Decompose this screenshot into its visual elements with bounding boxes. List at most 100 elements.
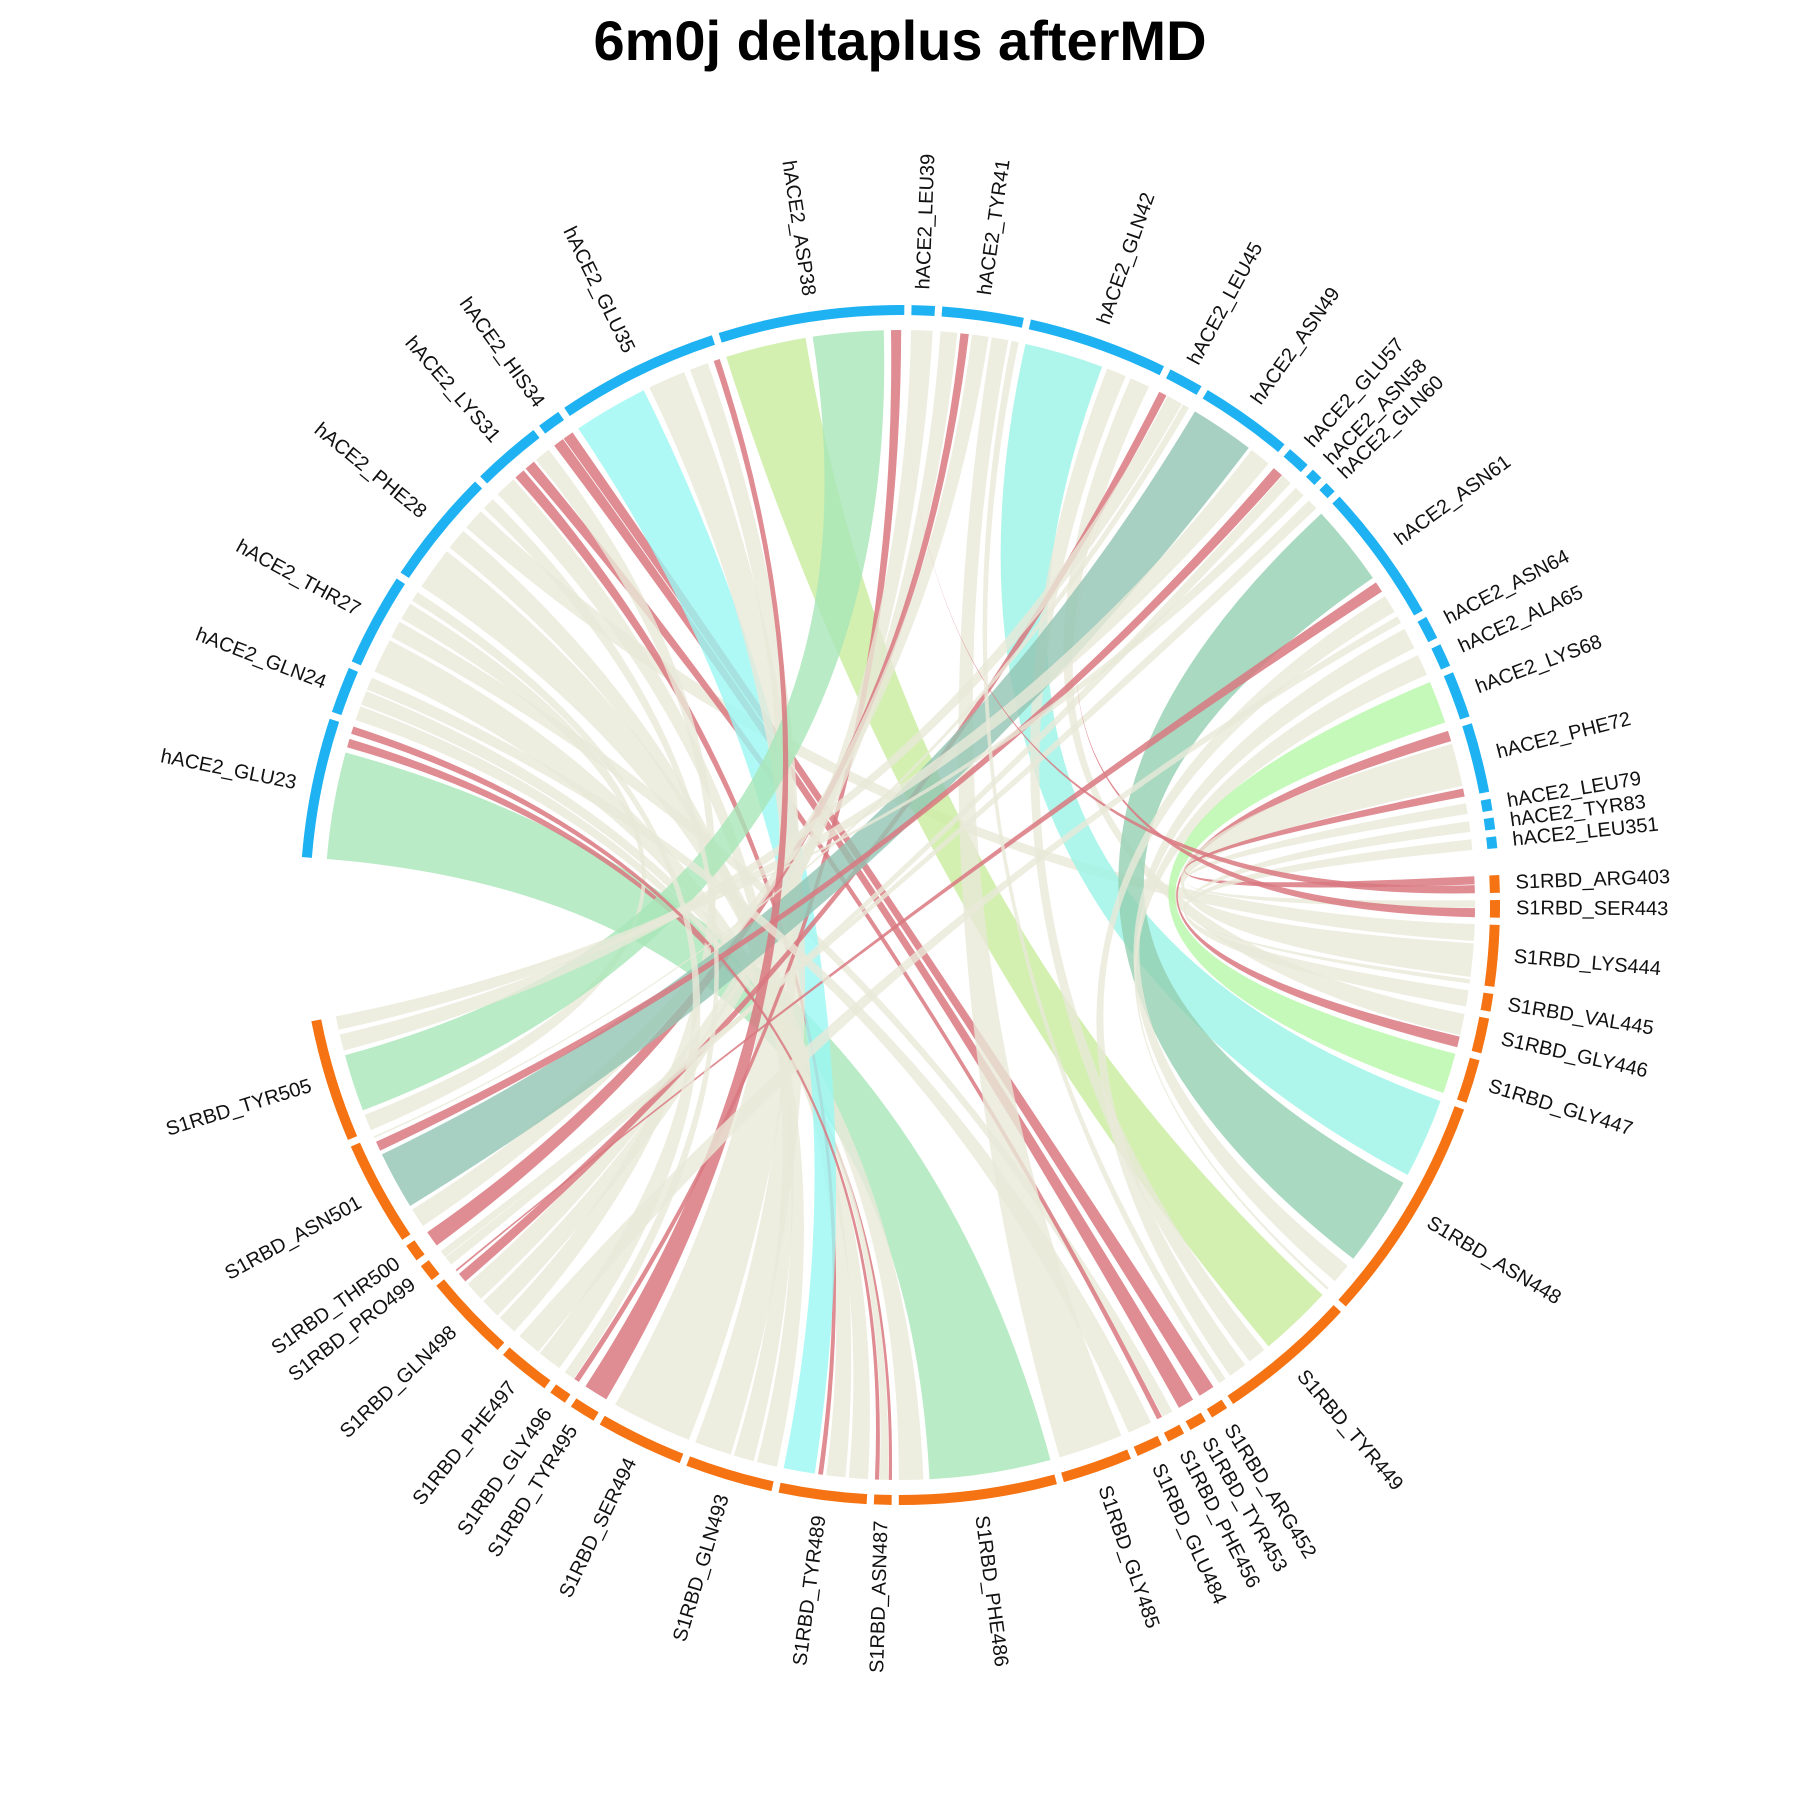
sector-S1RBD_VAL445 (1480, 992, 1494, 1012)
sector-hACE2_LEU39 (911, 305, 936, 317)
sector-label-hACE2_GLN42: hACE2_GLN42 (1093, 190, 1159, 327)
sector-label-S1RBD_GLY446: S1RBD_GLY446 (1499, 1028, 1650, 1082)
sector-S1RBD_GLN493 (686, 1456, 774, 1492)
sector-label-S1RBD_GLN493: S1RBD_GLN493 (669, 1492, 734, 1644)
sector-label-hACE2_TYR41: hACE2_TYR41 (974, 158, 1015, 296)
sector-label-S1RBD_TYR505: S1RBD_TYR505 (163, 1075, 314, 1141)
sector-S1RBD_ASN501 (350, 1142, 411, 1240)
link-hACE2_PHE72-S1RBD_LYS444 (1180, 743, 1474, 977)
link-hACE2_ASP38-S1RBD_TYR449 (726, 337, 1323, 1347)
link-hACE2_LYS31-S1RBD_GLN493 (497, 479, 794, 1462)
sector-hACE2_ALA65 (1431, 644, 1451, 670)
link-hACE2_ASP38-S1RBD_TYR505 (344, 330, 885, 1111)
sector-hACE2_PHE72 (1462, 723, 1490, 794)
link-hACE2_GLU35-S1RBD_SER494 (615, 363, 800, 1440)
sector-hACE2_GLU23 (301, 718, 340, 858)
sector-hACE2_ASN58 (1306, 469, 1322, 485)
sector-S1RBD_LYS444 (1484, 924, 1500, 987)
sector-S1RBD_GLY485 (1061, 1449, 1131, 1483)
sector-S1RBD_THR500 (406, 1240, 425, 1261)
sector-label-hACE2_GLU23: hACE2_GLU23 (159, 745, 299, 794)
sector-S1RBD_GLN498 (436, 1279, 505, 1351)
track-layer (301, 305, 1500, 1505)
sector-S1RBD_ARG452 (1206, 1399, 1228, 1418)
sector-S1RBD_SER494 (599, 1415, 684, 1464)
sector-S1RBD_TYR449 (1227, 1305, 1341, 1405)
sector-S1RBD_TYR495 (570, 1398, 599, 1421)
sector-hACE2_ASP38 (718, 305, 905, 343)
sector-label-S1RBD_PHE486: S1RBD_PHE486 (970, 1514, 1012, 1668)
sector-S1RBD_GLY447 (1457, 1057, 1480, 1103)
sector-label-hACE2_LEU45: hACE2_LEU45 (1183, 239, 1267, 369)
sector-hACE2_LEU45 (1165, 369, 1202, 395)
sector-label-S1RBD_LYS444: S1RBD_LYS444 (1513, 946, 1662, 980)
sector-S1RBD_TYR489 (778, 1482, 868, 1505)
sector-hACE2_GLN24 (331, 667, 359, 716)
sector-hACE2_ASN64 (1417, 616, 1438, 643)
link-hACE2_GLU23-S1RBD_PHE486 (326, 752, 1051, 1480)
sector-hACE2_TYR83 (1483, 817, 1496, 831)
link-hACE2_ASN49-S1RBD_ASN501 (381, 411, 1249, 1207)
link-hACE2_ALA65-S1RBD_ASN448 (1134, 655, 1427, 1290)
sector-label-S1RBD_SER443: S1RBD_SER443 (1516, 897, 1668, 920)
sector-label-S1RBD_GLY485: S1RBD_GLY485 (1093, 1483, 1163, 1632)
link-hACE2_ASN61-S1RBD_GLN498 (455, 582, 1383, 1272)
sector-hACE2_LYS68 (1443, 672, 1470, 720)
sector-label-hACE2_GLU35: hACE2_GLU35 (558, 223, 639, 356)
sector-label-S1RBD_TYR449: S1RBD_TYR449 (1292, 1366, 1407, 1495)
sector-label-S1RBD_ASN448: S1RBD_ASN448 (1423, 1212, 1565, 1309)
sector-S1RBD_ASN448 (1338, 1106, 1465, 1307)
link-hACE2_TYR41-S1RBD_TYR449 (982, 340, 1226, 1384)
sector-label-hACE2_LEU39: hACE2_LEU39 (912, 153, 939, 289)
sector-label-hACE2_GLN24: hACE2_GLN24 (193, 624, 330, 694)
sector-hACE2_LYS31 (480, 429, 540, 484)
sector-S1RBD_GLU484 (1133, 1435, 1162, 1456)
sector-hACE2_PHE28 (400, 481, 483, 579)
sector-label-hACE2_THR27: hACE2_THR27 (232, 535, 364, 620)
sector-label-hACE2_PHE72: hACE2_PHE72 (1494, 708, 1633, 763)
sector-hACE2_HIS34 (539, 411, 564, 434)
sector-S1RBD_PHE497 (502, 1347, 551, 1389)
chart-title: 6m0j deltaplus afterMD (593, 9, 1207, 72)
sector-hACE2_GLN42 (1028, 319, 1165, 376)
link-hACE2_PHE72-S1RBD_ARG403 (1184, 788, 1475, 888)
sector-label-hACE2_ASP38: hACE2_ASP38 (777, 159, 819, 298)
sector-label-S1RBD_GLY447: S1RBD_GLY447 (1486, 1075, 1636, 1140)
sector-S1RBD_ASN487 (873, 1494, 892, 1505)
sector-hACE2_GLU35 (564, 335, 715, 417)
sector-S1RBD_TYR453 (1185, 1412, 1206, 1431)
sector-label-hACE2_PHE28: hACE2_PHE28 (310, 419, 431, 523)
link-hACE2_GLU35-S1RBD_TYR489 (578, 390, 837, 1474)
link-hACE2_PHE28-S1RBD_GLN493 (449, 530, 804, 1467)
sector-hACE2_GLU57 (1283, 449, 1308, 473)
link-hACE2_THR27-S1RBD_TYR489 (374, 640, 870, 1480)
link-hACE2_PHE72-S1RBD_GLY446 (1176, 730, 1460, 1048)
sector-label-S1RBD_ASN487: S1RBD_ASN487 (866, 1520, 892, 1673)
sector-S1RBD_PHE456 (1163, 1424, 1185, 1442)
sector-hACE2_GLN60 (1319, 482, 1335, 499)
sector-label-S1RBD_SER494: S1RBD_SER494 (555, 1455, 641, 1602)
sector-hACE2_THR27 (351, 578, 405, 666)
link-hACE2_HIS34-S1RBD_TYR453 (554, 439, 1194, 1408)
sector-S1RBD_GLY446 (1471, 1016, 1490, 1054)
sector-label-hACE2_ASN61: hACE2_ASN61 (1391, 451, 1515, 550)
link-hACE2_HIS34-S1RBD_ARG452 (563, 432, 1214, 1396)
sector-label-hACE2_ASN49: hACE2_ASN49 (1247, 283, 1345, 408)
links-layer (326, 330, 1476, 1480)
sector-hACE2_LEU79 (1480, 798, 1493, 813)
sector-S1RBD_PHE486 (898, 1474, 1057, 1505)
sector-hACE2_ASN49 (1202, 389, 1285, 453)
sector-hACE2_LEU351 (1486, 836, 1498, 850)
link-hACE2_LYS68-S1RBD_GLY447 (1168, 681, 1456, 1093)
link-hACE2_LEU79-S1RBD_SER443 (1185, 803, 1476, 908)
sector-label-S1RBD_ASN501: S1RBD_ASN501 (221, 1192, 365, 1285)
link-hACE2_LEU351-S1RBD_LYS444 (1185, 839, 1473, 984)
sector-S1RBD_GLY496 (550, 1384, 571, 1403)
sector-label-S1RBD_ARG403: S1RBD_ARG403 (1515, 866, 1670, 893)
sector-S1RBD_PRO499 (420, 1260, 440, 1281)
sector-hACE2_ASN61 (1332, 496, 1423, 616)
sector-hACE2_TYR41 (941, 306, 1024, 328)
sector-S1RBD_TYR505 (311, 1019, 358, 1140)
